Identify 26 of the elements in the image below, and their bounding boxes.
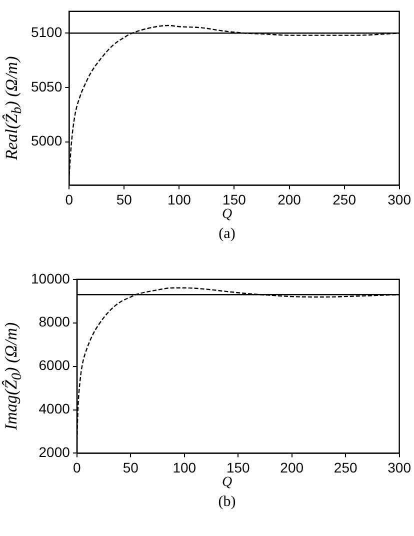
y-tick-label: 10000	[30, 270, 70, 286]
y-tick-label: 4000	[38, 400, 70, 417]
x-axis-title: Q	[220, 475, 234, 491]
x-tick-label: 250	[334, 459, 358, 476]
x-tick-label: 50	[122, 459, 139, 476]
x-tick-label: 50	[116, 191, 132, 208]
x-tick-label: 0	[65, 191, 74, 208]
y-tick-label: 2000	[38, 444, 70, 460]
x-axis-title: Q	[220, 207, 234, 223]
y-tick-label: 5000	[30, 132, 62, 149]
y-tick-label: 6000	[38, 357, 70, 374]
x-tick-label: 200	[278, 191, 302, 208]
x-tick-label: 100	[172, 459, 196, 476]
x-tick-label: 250	[332, 191, 356, 208]
x-tick-label: 300	[388, 459, 412, 476]
y-tick-label: 8000	[38, 314, 70, 330]
x-tick-label: 150	[222, 191, 246, 208]
x-tick-label: 100	[168, 191, 192, 208]
x-tick-label: 200	[280, 459, 304, 476]
text: (b)	[217, 494, 237, 511]
y-tick-label: 5100	[30, 24, 62, 40]
x-tick-label: 150	[226, 459, 250, 476]
y-tick-label: 5050	[30, 78, 62, 94]
x-tick-label: 0	[73, 459, 82, 476]
x-tick-label: 300	[388, 191, 412, 208]
text: (a)	[218, 226, 236, 243]
